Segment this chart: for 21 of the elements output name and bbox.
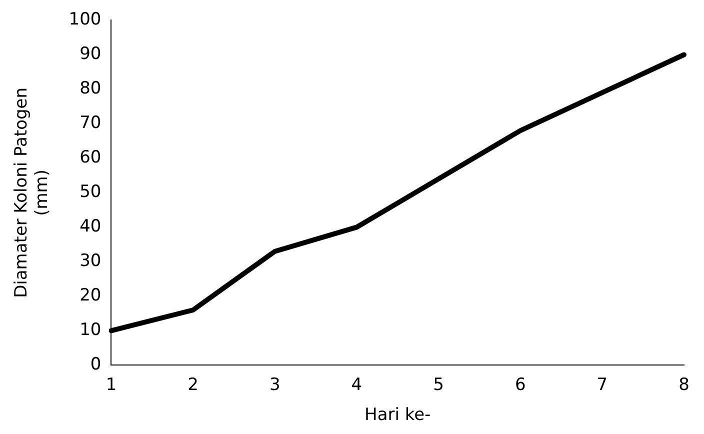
y-tick-label: 60: [80, 148, 102, 168]
y-tick-label: 50: [80, 182, 102, 202]
y-tick-label: 30: [80, 251, 102, 272]
x-axis-title: Hari ke-: [364, 405, 431, 426]
y-tick-label: 80: [80, 78, 102, 99]
x-tick-label: 1: [106, 374, 117, 395]
y-tick-label: 10: [80, 320, 102, 340]
y-tick-label: 70: [80, 113, 102, 134]
y-tick-label: 40: [80, 216, 102, 237]
x-tick-label: 7: [596, 374, 608, 395]
x-tick-label: 5: [433, 374, 444, 395]
y-tick-label: 100: [68, 10, 102, 30]
y-tick-label: 90: [80, 44, 102, 64]
x-tick-label: 8: [678, 374, 690, 395]
x-tick-label: 4: [351, 374, 362, 395]
y-tick-label: 0: [90, 354, 102, 375]
x-tick-label: 2: [188, 374, 198, 395]
y-tick-label: 20: [80, 286, 102, 306]
x-tick-label: 3: [269, 374, 280, 395]
x-tick-label: 6: [514, 374, 526, 395]
y-axis-title: Diamater Koloni Patogen (mm): [12, 87, 52, 298]
